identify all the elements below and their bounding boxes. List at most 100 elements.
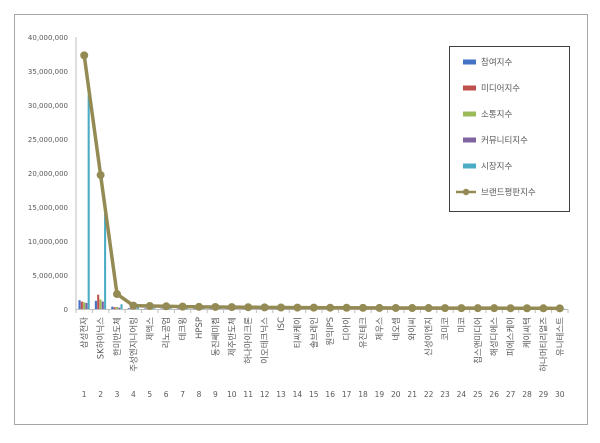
category-label: 디아이 xyxy=(342,317,353,340)
line-series xyxy=(80,51,564,313)
rank-label: 18 xyxy=(358,390,368,399)
rank-label: 28 xyxy=(522,390,532,399)
rank-label: 13 xyxy=(276,390,286,399)
rank-label: 6 xyxy=(164,390,169,399)
category-label: 하나머티리얼즈 xyxy=(538,317,549,372)
rank-label: 20 xyxy=(391,390,401,399)
line-point xyxy=(293,303,302,312)
line-point xyxy=(457,304,466,313)
bar xyxy=(118,307,121,309)
bar xyxy=(144,308,147,309)
bar xyxy=(226,308,229,310)
rank-label: 2 xyxy=(98,390,103,399)
rank-label: 4 xyxy=(131,390,136,399)
legend-box xyxy=(449,46,570,212)
bar xyxy=(127,308,130,309)
category-label: 케이씨텍 xyxy=(522,317,533,348)
category-label: 테크윙 xyxy=(178,317,189,340)
bar xyxy=(83,302,86,309)
category-label: 주성엔지니어링 xyxy=(128,317,139,372)
bar xyxy=(104,213,107,309)
rank-label: 16 xyxy=(325,390,335,399)
category-label: ISC xyxy=(277,317,287,331)
line-point xyxy=(359,303,367,312)
category-label: 한미반도체 xyxy=(112,317,123,356)
line-point xyxy=(80,51,89,60)
category-label: 솔브레인 xyxy=(309,317,320,348)
line-point xyxy=(375,303,384,312)
bar xyxy=(94,300,97,309)
line-point xyxy=(113,290,121,299)
category-label: 칩스앤미디어 xyxy=(473,317,484,364)
y-tick-label: 25,000,000 xyxy=(28,136,68,144)
legend-swatch xyxy=(463,59,476,65)
category-label: 해성디에스 xyxy=(490,317,500,356)
bar xyxy=(85,302,88,309)
line-point xyxy=(326,303,335,312)
line-point xyxy=(178,302,187,311)
rank-label: 19 xyxy=(375,390,385,399)
category-label: 유진테크 xyxy=(358,317,369,348)
category-label: HPSP xyxy=(195,317,205,339)
line-point xyxy=(211,302,220,311)
line-point xyxy=(408,304,417,313)
line-point xyxy=(96,171,105,180)
bar xyxy=(97,294,100,309)
bar xyxy=(80,301,83,309)
rank-label: 26 xyxy=(489,390,499,399)
bar xyxy=(78,300,81,309)
bar xyxy=(87,94,90,309)
rank-label: 29 xyxy=(539,390,549,399)
rank-label: 27 xyxy=(506,390,516,399)
legend-label: 브랜드평판지수 xyxy=(481,187,536,198)
line-point xyxy=(129,301,138,310)
bar xyxy=(99,299,102,309)
legend-label: 시장지수 xyxy=(481,161,512,172)
rank-label: 22 xyxy=(424,390,434,399)
bar xyxy=(136,307,139,309)
rank-label: 10 xyxy=(227,390,237,399)
category-label: 신성이엔지 xyxy=(424,317,435,356)
line-point xyxy=(227,303,236,312)
bar xyxy=(111,306,114,309)
y-tick-label: 35,000,000 xyxy=(28,68,68,76)
legend-label: 소통지수 xyxy=(481,110,512,120)
line-point xyxy=(523,304,531,313)
bar xyxy=(120,304,123,309)
bar xyxy=(186,308,189,309)
category-label: 유니테스트 xyxy=(555,317,566,356)
bar xyxy=(202,308,205,309)
category-label: 제주반도체 xyxy=(227,317,238,356)
line-point xyxy=(145,301,154,310)
category-label: 하나마이크론 xyxy=(243,317,254,364)
rank-label: 7 xyxy=(180,390,185,399)
legend-marker xyxy=(462,188,470,196)
y-axis: 0 5,000,000 10,000,000 15,000,000 20,000,000… xyxy=(28,34,77,314)
bar xyxy=(169,308,172,309)
legend-label: 커뮤니티지수 xyxy=(481,135,528,146)
category-label: 삼성전자 xyxy=(79,317,90,348)
y-tick-label: 5,000,000 xyxy=(32,272,68,280)
bar xyxy=(101,301,104,309)
line-point xyxy=(260,303,269,312)
category-label: 네오셈 xyxy=(392,317,402,340)
category-label: SK하이닉스 xyxy=(96,317,107,359)
category-label: 리노공업 xyxy=(162,317,172,348)
legend-label: 미디어지수 xyxy=(481,83,520,94)
rank-label: 5 xyxy=(147,390,152,399)
y-tick-label: 0 xyxy=(64,306,68,314)
line-point xyxy=(441,304,449,313)
line-point xyxy=(391,303,400,312)
bar xyxy=(153,308,156,309)
y-tick-label: 20,000,000 xyxy=(28,170,68,178)
category-label: 와이씨 xyxy=(407,317,418,340)
rank-label: 25 xyxy=(473,390,483,399)
rank-label: 11 xyxy=(243,390,253,399)
rank-label: 8 xyxy=(197,390,202,399)
line-point xyxy=(162,302,171,311)
category-label: 제우스 xyxy=(375,317,385,341)
rank-label: 15 xyxy=(309,390,319,399)
line-point xyxy=(539,304,548,313)
